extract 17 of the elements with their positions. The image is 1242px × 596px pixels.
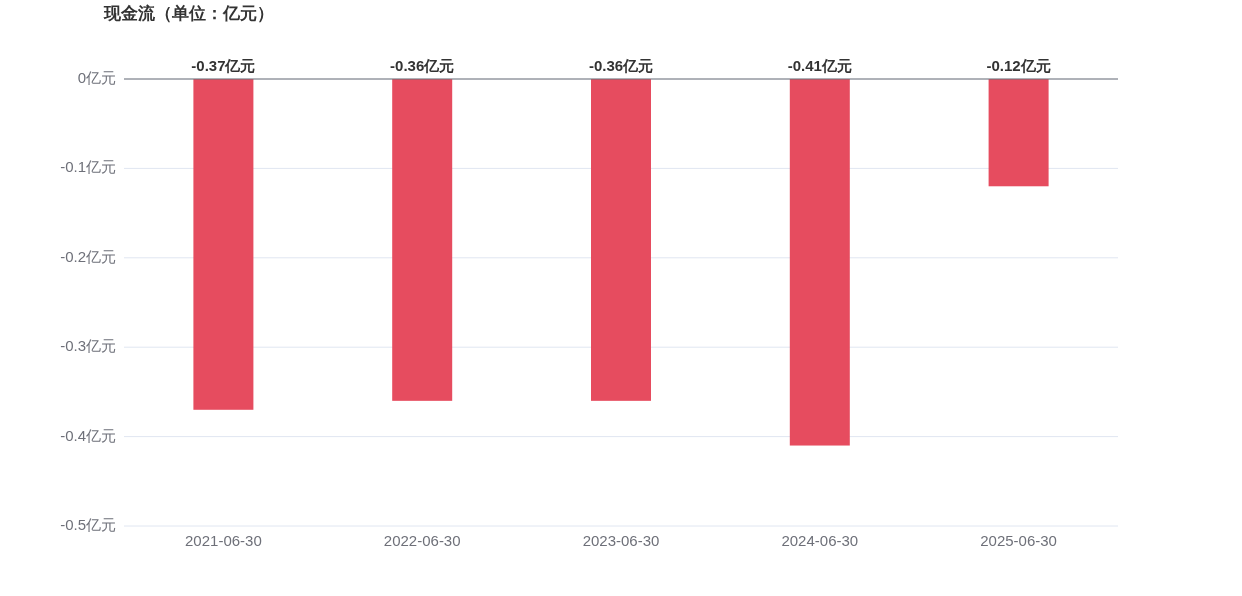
x-tick-label: 2023-06-30	[582, 532, 660, 549]
data-label: -0.12亿元	[986, 57, 1051, 74]
y-tick-label: -0.5亿元	[60, 515, 116, 533]
y-tick-label: -0.2亿元	[60, 247, 116, 265]
data-label: -0.36亿元	[588, 57, 654, 74]
data-label: -0.37亿元	[191, 57, 256, 74]
x-tick-label: 2022-06-30	[383, 532, 461, 549]
x-tick-label: 2025-06-30	[980, 532, 1057, 549]
y-tick-label: -0.3亿元	[60, 337, 116, 355]
x-tick-label: 2021-06-30	[185, 532, 262, 549]
y-tick-label: 0亿元	[77, 68, 116, 86]
y-tick-label: -0.1亿元	[60, 158, 116, 176]
data-label: -0.36亿元	[390, 57, 455, 74]
y-tick-label: -0.4亿元	[60, 426, 116, 444]
chart-title: 现金流（单位：亿元）	[103, 4, 274, 23]
data-label: -0.41亿元	[787, 57, 852, 74]
x-tick-label: 2024-06-30	[781, 532, 859, 549]
